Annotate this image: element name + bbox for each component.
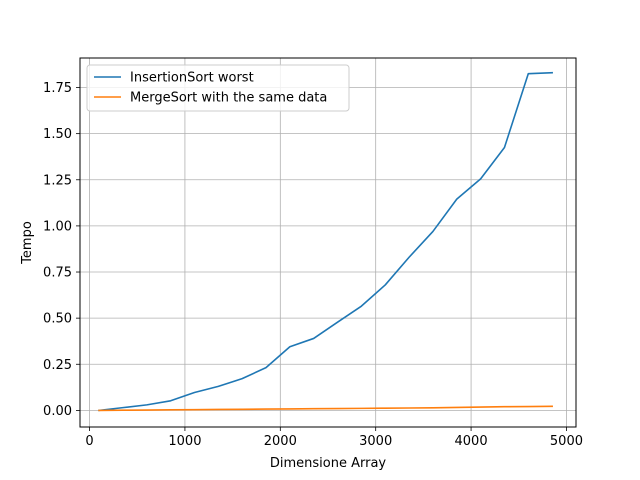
x-axis-title: Dimensione Array [270, 456, 387, 471]
x-tick-label: 1000 [168, 434, 201, 449]
series-line-1 [98, 405, 553, 412]
plot-frame [79, 57, 577, 428]
x-tick-label: 2000 [264, 434, 297, 449]
y-tick-label: 1.00 [43, 219, 72, 234]
series-line-0 [98, 71, 553, 412]
legend-label: InsertionSort worst [130, 71, 254, 86]
x-tick-label: 5000 [550, 434, 583, 449]
y-axis-title: Tempo [20, 221, 35, 265]
y-tick-label: 0.00 [43, 404, 72, 419]
ticks: 0 1000 2000 3000 4000 5000 0.00 0.25 0.50 0.75 1.0… [43, 81, 583, 449]
series-layer [98, 71, 553, 412]
x-tick-label: 4000 [455, 434, 488, 449]
legend-label: MergeSort with the same data [130, 91, 327, 106]
legend-box [86, 64, 350, 112]
x-tick-label: 3000 [359, 434, 392, 449]
y-tick-label: 1.50 [43, 127, 72, 142]
y-tick-label: 1.75 [43, 81, 72, 96]
legend: InsertionSort worst MergeSort with the sa… [86, 64, 350, 112]
y-tick-label: 0.75 [43, 266, 72, 281]
y-tick-label: 0.25 [43, 358, 72, 373]
y-tick-label: 0.50 [43, 312, 72, 327]
y-tick-label: 1.25 [43, 173, 72, 188]
x-tick-label: 0 [85, 434, 93, 449]
